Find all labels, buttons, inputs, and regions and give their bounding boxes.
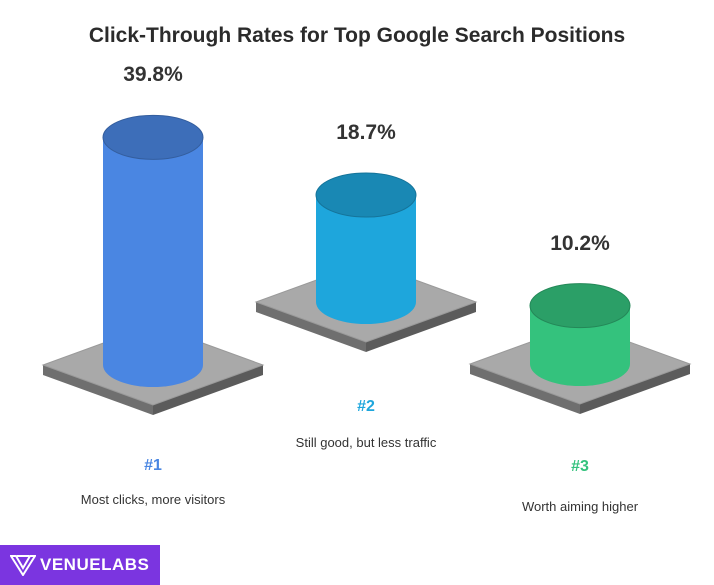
venuelabs-logo-icon — [10, 555, 36, 576]
bar-top-3 — [530, 283, 630, 328]
logo-text: VENUELABS — [40, 555, 150, 574]
venuelabs-logo: VENUELABS — [0, 545, 160, 585]
bar-3 — [530, 305, 630, 386]
description-3: Worth aiming higher — [521, 499, 639, 514]
platform-side-left-2 — [256, 302, 366, 352]
description-1: Most clicks, more visitors — [80, 492, 226, 507]
rank-label-1: #1 — [144, 457, 162, 474]
rank-label-3: #3 — [571, 458, 589, 475]
rank-label-2: #2 — [357, 398, 375, 415]
bar-top-rim-2 — [315, 172, 417, 218]
bar-top-rim-3 — [529, 283, 631, 329]
value-label-2: 18.7% — [336, 121, 396, 145]
platform-side-right-2 — [366, 302, 476, 352]
bar-top-2 — [316, 173, 416, 218]
description-2: Still good, but less traffic — [295, 435, 437, 450]
value-label-3: 10.2% — [550, 231, 610, 255]
platform-side-left-3 — [470, 364, 580, 414]
platform-side-left-1 — [43, 365, 153, 415]
value-label-1: 39.8% — [123, 63, 183, 87]
bar-2 — [316, 195, 416, 324]
platform-side-right-3 — [580, 364, 690, 414]
platform-side-right-1 — [153, 365, 263, 415]
bar-top-rim-1 — [102, 114, 204, 160]
bar-top-1 — [103, 115, 203, 160]
chart-title: Click-Through Rates for Top Google Searc… — [88, 24, 626, 47]
bar-1 — [103, 137, 203, 387]
